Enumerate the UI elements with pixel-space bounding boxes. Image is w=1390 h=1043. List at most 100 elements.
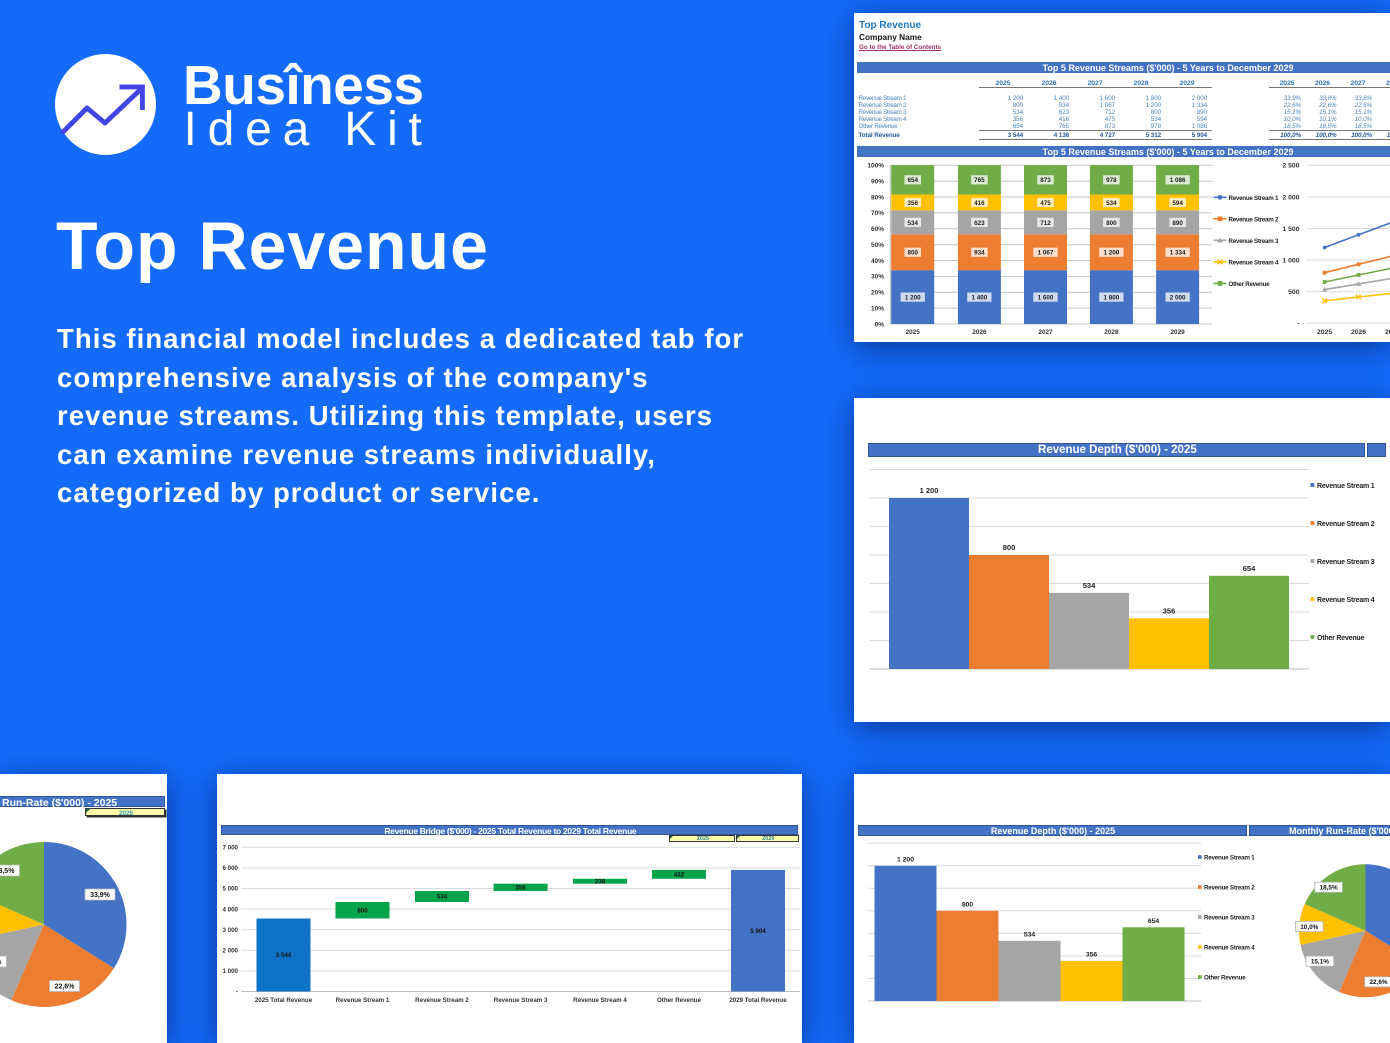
svg-text:50%: 50%	[871, 242, 884, 249]
svg-text:800: 800	[1106, 220, 1117, 227]
svg-text:Revenue Stream 4: Revenue Stream 4	[573, 997, 627, 1004]
svg-text:33,9%: 33,9%	[90, 892, 111, 899]
svg-text:18,5%: 18,5%	[1320, 885, 1338, 892]
svg-text:Revenue Stream 2: Revenue Stream 2	[415, 997, 469, 1004]
svg-text:594: 594	[1172, 200, 1183, 207]
svg-text:475: 475	[1040, 200, 1051, 207]
svg-text:-: -	[1297, 321, 1299, 328]
svg-text:1 400: 1 400	[972, 295, 988, 302]
svg-text:2 000: 2 000	[223, 948, 239, 955]
svg-text:1 000: 1 000	[1282, 258, 1299, 265]
svg-text:2025 Total Revenue: 2025 Total Revenue	[255, 997, 313, 1004]
svg-text:534: 534	[907, 220, 918, 227]
svg-text:Revenue Stream 1: Revenue Stream 1	[336, 997, 390, 1004]
svg-text:7 000: 7 000	[223, 845, 239, 852]
svg-text:934: 934	[974, 250, 985, 257]
svg-text:534: 534	[1083, 581, 1096, 590]
svg-text:3 544: 3 544	[276, 952, 292, 959]
svg-text:623: 623	[974, 220, 985, 227]
svg-text:356: 356	[515, 885, 526, 892]
svg-text:1 200: 1 200	[905, 295, 921, 302]
svg-text:Revenue Stream 3: Revenue Stream 3	[494, 997, 548, 1004]
svg-text:2029: 2029	[1170, 329, 1185, 336]
svg-text:2029 Total Revenue: 2029 Total Revenue	[729, 997, 787, 1004]
svg-text:2026: 2026	[972, 329, 987, 336]
svg-text:1 500: 1 500	[1282, 226, 1299, 233]
svg-text:Revenue Stream 4: Revenue Stream 4	[1317, 597, 1375, 604]
svg-text:70%: 70%	[871, 210, 884, 217]
svg-text:10,0%: 10,0%	[1300, 924, 1318, 931]
svg-text:534: 534	[1106, 200, 1117, 207]
svg-text:30%: 30%	[871, 274, 884, 281]
svg-text:2 000: 2 000	[1282, 194, 1299, 201]
svg-text:873: 873	[1040, 177, 1051, 184]
svg-text:1 200: 1 200	[1104, 250, 1120, 257]
svg-text:20%: 20%	[871, 290, 884, 297]
svg-text:Other Revenue: Other Revenue	[1229, 281, 1271, 288]
svg-text:1 800: 1 800	[1104, 295, 1120, 302]
svg-text:654: 654	[1148, 918, 1160, 925]
svg-text:10%: 10%	[871, 305, 884, 312]
svg-text:238: 238	[595, 878, 606, 885]
svg-text:800: 800	[357, 907, 368, 914]
svg-text:2 000: 2 000	[1170, 295, 1186, 302]
svg-text:Revenue Stream 2: Revenue Stream 2	[1204, 885, 1255, 892]
svg-text:500: 500	[1288, 289, 1300, 296]
svg-text:654: 654	[1243, 564, 1256, 573]
svg-text:Other Revenue: Other Revenue	[657, 997, 702, 1004]
svg-text:1 334: 1 334	[1170, 250, 1186, 257]
svg-text:1 067: 1 067	[1038, 250, 1054, 257]
svg-text:Revenue Stream 3: Revenue Stream 3	[1229, 238, 1279, 245]
svg-text:5 904: 5 904	[750, 928, 766, 935]
svg-text:2 500: 2 500	[1282, 163, 1299, 170]
svg-text:5 000: 5 000	[223, 886, 239, 893]
svg-text:654: 654	[907, 177, 918, 184]
svg-text:Revenue Stream 1: Revenue Stream 1	[1317, 483, 1375, 490]
svg-text:Revenue Stream 1: Revenue Stream 1	[1229, 195, 1279, 202]
svg-text:1 200: 1 200	[897, 856, 914, 863]
svg-text:800: 800	[962, 901, 974, 908]
svg-text:2025: 2025	[1317, 329, 1332, 336]
svg-text:1 600: 1 600	[1038, 295, 1054, 302]
svg-text:0%: 0%	[875, 321, 885, 328]
svg-text:15,1%: 15,1%	[1311, 959, 1329, 966]
svg-text:Other Revenue: Other Revenue	[1317, 635, 1365, 642]
svg-text:2025: 2025	[906, 329, 921, 336]
svg-text:2027: 2027	[1038, 329, 1053, 336]
svg-text:Revenue Stream 1: Revenue Stream 1	[1204, 855, 1255, 862]
svg-text:4 000: 4 000	[223, 906, 239, 913]
svg-text:1 086: 1 086	[1170, 177, 1186, 184]
svg-text:1 000: 1 000	[223, 968, 239, 975]
svg-text:100%: 100%	[867, 163, 884, 170]
svg-text:40%: 40%	[871, 258, 884, 265]
svg-text:356: 356	[1086, 951, 1098, 958]
svg-text:Revenue Stream 2: Revenue Stream 2	[1317, 521, 1375, 528]
svg-text:3 000: 3 000	[223, 927, 239, 934]
svg-text:Revenue Stream 4: Revenue Stream 4	[1204, 945, 1255, 952]
svg-text:18,5%: 18,5%	[0, 868, 15, 875]
svg-text:800: 800	[1003, 543, 1016, 552]
svg-text:534: 534	[437, 894, 448, 901]
svg-text:90%: 90%	[871, 179, 884, 186]
svg-text:712: 712	[1040, 220, 1051, 227]
svg-text:2028: 2028	[1104, 329, 1119, 336]
svg-text:Revenue Stream 4: Revenue Stream 4	[1229, 260, 1279, 267]
svg-text:Revenue Stream 3: Revenue Stream 3	[1317, 559, 1375, 566]
svg-text:22,6%: 22,6%	[1369, 979, 1387, 986]
svg-text:2027: 2027	[1385, 329, 1390, 336]
svg-text:978: 978	[1106, 177, 1117, 184]
svg-text:15,1%: 15,1%	[0, 959, 2, 966]
svg-text:Other Revenue: Other Revenue	[1204, 975, 1246, 982]
svg-text:765: 765	[974, 177, 985, 184]
svg-text:Revenue Stream 2: Revenue Stream 2	[1229, 216, 1279, 223]
svg-text:416: 416	[974, 200, 985, 207]
svg-text:800: 800	[907, 250, 918, 257]
svg-text:432: 432	[674, 872, 685, 879]
svg-text:890: 890	[1172, 220, 1183, 227]
svg-text:80%: 80%	[871, 194, 884, 201]
svg-text:356: 356	[1163, 606, 1176, 615]
svg-text:-: -	[236, 989, 238, 996]
svg-text:534: 534	[1024, 931, 1036, 938]
svg-text:Revenue Stream 3: Revenue Stream 3	[1204, 915, 1255, 922]
svg-text:356: 356	[907, 200, 918, 207]
